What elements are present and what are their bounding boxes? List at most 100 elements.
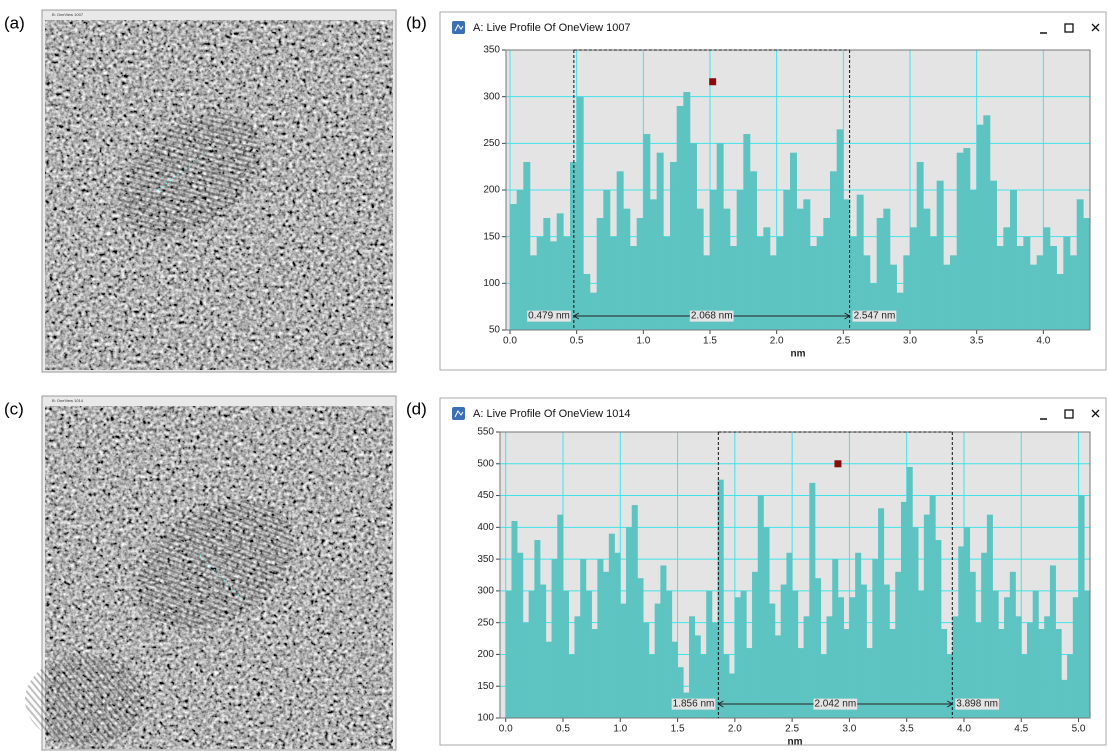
measure-label-bg [527,310,571,322]
bar [543,218,551,330]
bar [943,264,951,330]
bar [677,667,684,718]
bar [717,479,724,718]
x-tick-label: 2.0 [770,336,784,347]
bar [626,527,633,718]
bar [671,641,678,718]
bar [576,96,584,331]
measure-label-bg [852,310,897,322]
bar [563,236,571,330]
bar [958,546,965,718]
bar [557,514,564,718]
bar [860,584,867,718]
bar [883,208,891,330]
measure-label: 0.479 nm [528,311,570,322]
bar [1083,218,1091,330]
bar [1032,590,1039,718]
bar [866,648,873,718]
bar [990,180,997,330]
bar [1010,190,1017,330]
bar [670,162,677,330]
bar [896,292,904,330]
bar [1009,571,1016,718]
bar [505,590,512,718]
bar [1023,236,1031,330]
bar [1055,629,1062,718]
bar [809,482,816,718]
bar [986,514,993,718]
bar [563,590,570,718]
image-window: B: OneView 1007 [41,9,397,373]
window-title: B: OneView 1007 [52,12,84,17]
bar [711,622,718,718]
bar [534,540,541,718]
bar [810,246,817,330]
bar [820,654,827,718]
bar [716,143,724,330]
bar [910,227,917,330]
bar [890,264,897,330]
bar [510,204,517,330]
bar [536,236,544,330]
x-tick-label: 2.5 [836,336,850,347]
bar [630,246,637,330]
bar [970,190,977,330]
bar [941,629,948,718]
bar [823,218,831,330]
bar [540,584,547,718]
bar [616,171,624,330]
x-tick-label: 5.0 [1072,724,1086,735]
bar [663,236,671,330]
bar [774,635,781,718]
cursor-point [834,460,842,468]
y-tick-label: 500 [477,458,494,469]
measure-label-bg [671,698,716,710]
measure-label: 3.898 nm [956,699,998,710]
bar [596,218,604,330]
x-tick-label: 0.0 [499,724,513,735]
measure-label: 1.856 nm [673,699,715,710]
y-tick-label: 300 [477,586,494,597]
bar [723,208,731,330]
y-tick-label: 350 [477,554,494,565]
bar [843,199,851,330]
measure-label: 2.068 nm [691,311,733,322]
bar [792,590,799,718]
bar [730,246,737,330]
bar [998,629,1005,718]
bar [746,648,753,718]
bar [1015,616,1022,718]
bar [976,124,984,331]
bar [850,236,857,330]
y-tick-label: 150 [483,231,500,242]
bar [916,162,924,330]
bar [597,559,604,718]
bar [757,495,764,718]
bar [550,241,557,330]
bar [895,571,902,718]
panel-label: (b) [406,13,427,32]
bar [643,134,651,330]
bar [654,603,661,718]
y-tick-label: 150 [477,681,494,692]
x-axis-label: nm [791,349,806,360]
maximize-button [1064,409,1074,419]
bar [816,236,824,330]
x-tick-label: 1.0 [613,724,627,735]
bar [676,106,684,330]
bar [740,590,747,718]
bar [930,236,937,330]
bar [763,227,771,330]
bar [723,654,730,718]
bar [580,559,587,718]
bar [923,208,931,330]
bar [889,629,896,718]
measure-label-bg [813,698,858,710]
y-tick-label: 250 [477,617,494,628]
bar [585,590,592,718]
bar [863,255,871,330]
bar [975,622,982,718]
x-tick-label: 4.0 [1036,336,1050,347]
bar [1043,227,1051,330]
bar [568,654,575,718]
